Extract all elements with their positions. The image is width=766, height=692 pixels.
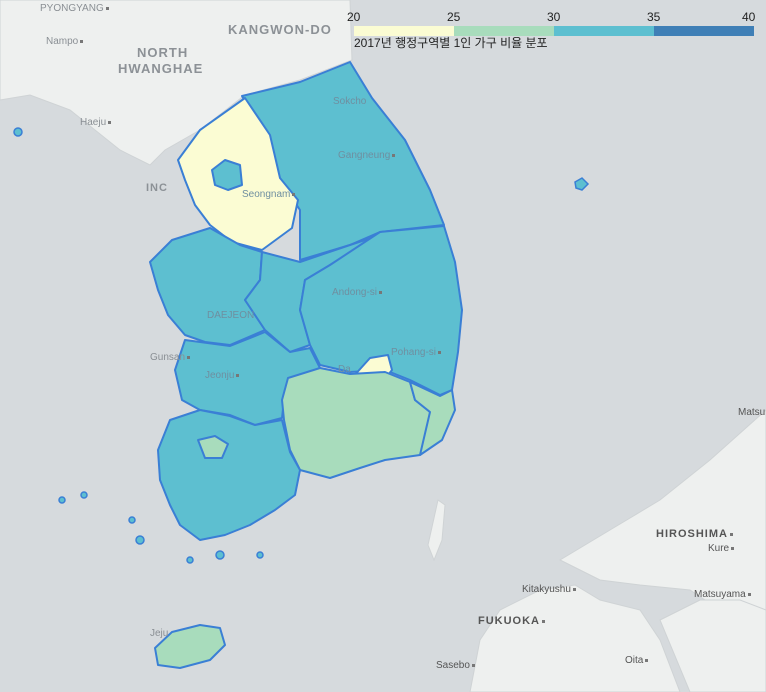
legend-tick: 40 xyxy=(742,10,756,24)
label-pohang: Pohang-si xyxy=(391,347,442,358)
label-daejeon: DAEJEON xyxy=(207,310,255,321)
region-gwangju[interactable] xyxy=(197,435,229,459)
label-north-hwanghae-1: NORTH xyxy=(137,45,189,60)
islands xyxy=(13,127,590,564)
legend-tick: 30 xyxy=(547,10,561,24)
legend-tick: 35 xyxy=(647,10,661,24)
label-matsue: Matsu xyxy=(738,407,766,418)
label-haeju: Haeju xyxy=(80,117,112,128)
japan-kyushu-landmass xyxy=(469,584,681,692)
label-north-hwanghae-2: HWANGHAE xyxy=(118,61,204,76)
label-sokcho: Sokcho xyxy=(333,96,367,107)
label-pyongyang: PYONGYANG xyxy=(40,3,109,14)
label-daegu: Da xyxy=(338,364,351,375)
label-kangwon-do: KANGWON-DO xyxy=(228,22,332,37)
legend: 20 25 30 35 40 2017년 행정구역별 1인 가구 비율 분포 xyxy=(347,10,756,50)
japan-honshu-landmass xyxy=(558,409,766,621)
label-fukuoka: FUKUOKA xyxy=(478,615,545,627)
japan-shikoku-landmass xyxy=(659,599,766,692)
legend-color-segment xyxy=(654,26,754,36)
legend-color-segment xyxy=(354,26,454,36)
region-jeju[interactable] xyxy=(154,624,226,669)
region-gyeongbuk[interactable] xyxy=(299,225,463,396)
legend-tick: 20 xyxy=(347,10,361,24)
label-jeju: Jeju xyxy=(150,628,169,639)
tsushima-island xyxy=(427,499,446,562)
label-oita: Oita xyxy=(625,655,649,666)
legend-color-bar xyxy=(354,26,754,36)
label-nampo: Nampo xyxy=(46,36,84,47)
label-andong: Andong-si xyxy=(332,287,383,298)
label-gunsan: Gunsan xyxy=(150,352,191,363)
label-jeonju: Jeonju xyxy=(205,370,240,381)
legend-tick: 25 xyxy=(447,10,461,24)
label-seongnam: Seongnam xyxy=(242,189,296,200)
legend-color-segment xyxy=(554,26,654,36)
label-sasebo: Sasebo xyxy=(436,660,475,671)
legend-title: 2017년 행정구역별 1인 가구 비율 분포 xyxy=(354,36,548,50)
region-jeonnam[interactable] xyxy=(157,409,301,541)
legend-color-segment xyxy=(454,26,554,36)
label-kure: Kure xyxy=(708,543,735,554)
label-matsuyama: Matsuyama xyxy=(694,589,751,600)
label-incheon: INC xyxy=(146,182,168,194)
region-seoul-core[interactable] xyxy=(211,159,243,191)
label-gangneung: Gangneung xyxy=(338,150,396,161)
label-hiroshima: HIROSHIMA xyxy=(656,528,733,540)
label-kitakyushu: Kitakyushu xyxy=(522,584,576,595)
north-korea-landmass xyxy=(0,0,353,166)
region-ulsan-busan[interactable] xyxy=(409,381,456,456)
